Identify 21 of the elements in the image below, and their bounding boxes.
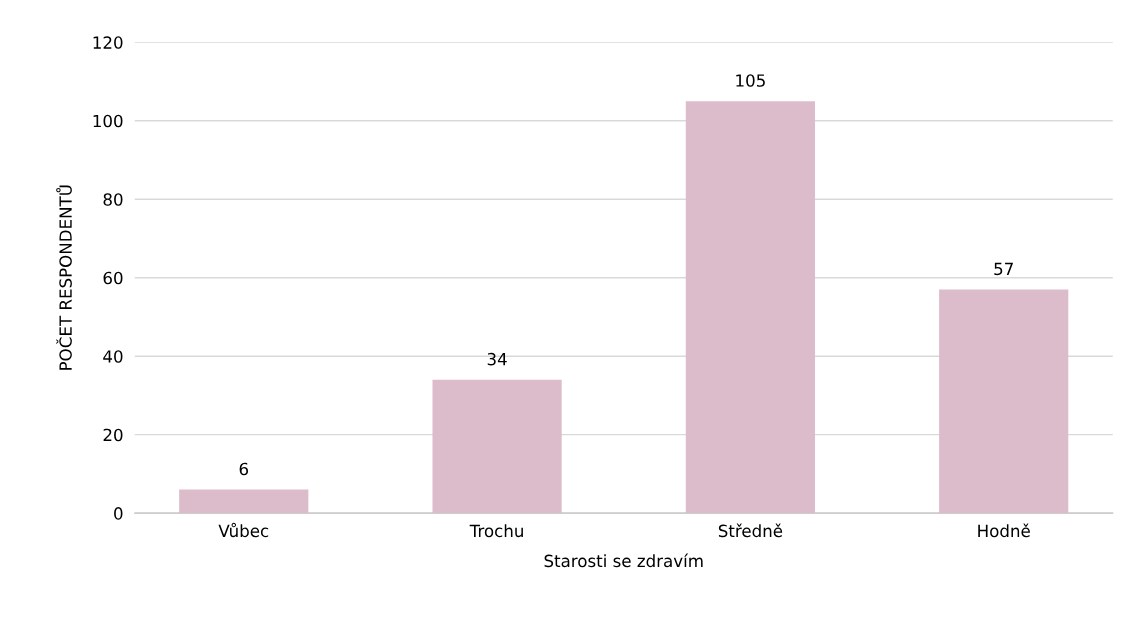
y-axis-title: POČET RESPONDENTŮ: [56, 185, 72, 370]
y-tick-label: 40: [103, 350, 123, 363]
y-tick-label: 20: [103, 428, 123, 442]
bar: [939, 289, 1069, 514]
data-label: 57: [994, 262, 1013, 276]
x-tick-label: Vůbec: [218, 522, 269, 538]
bar: [432, 379, 562, 514]
y-tick-label: 100: [93, 114, 123, 128]
y-tick-label: 60: [103, 271, 123, 285]
bar: [685, 101, 815, 514]
data-label: 34: [487, 352, 507, 366]
x-tick-label: Hodně: [978, 523, 1030, 538]
x-axis-title: Starosti se zdravím: [544, 553, 703, 568]
y-tick-label: 0: [114, 507, 123, 520]
y-tick-label: 80: [103, 193, 123, 206]
x-tick-label: Trochu: [469, 524, 523, 538]
data-label: 105: [736, 74, 765, 87]
data-label: 6: [239, 462, 249, 476]
y-tick-label: 120: [93, 36, 123, 49]
bar: [179, 489, 309, 514]
x-tick-label: Středně: [718, 523, 783, 538]
